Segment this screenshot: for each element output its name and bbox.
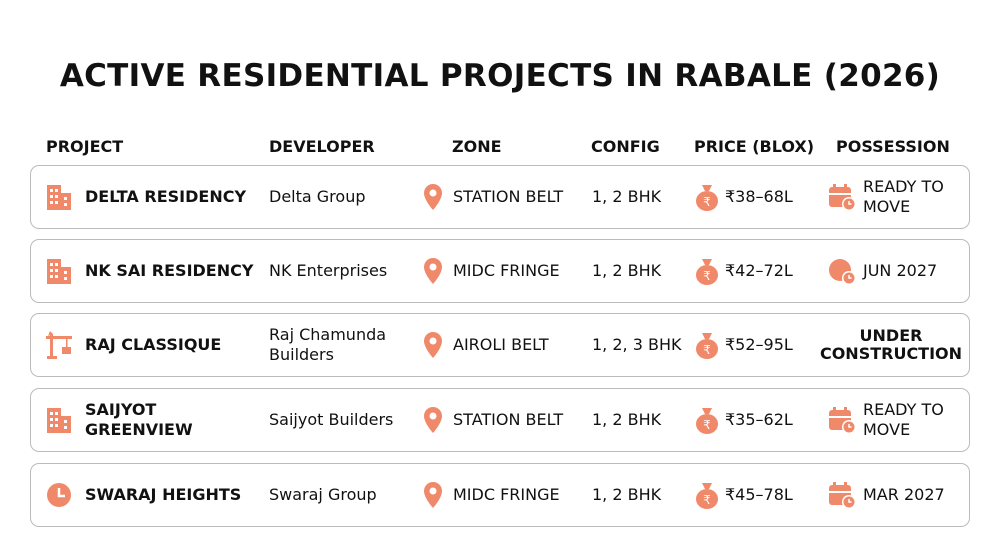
icon xyxy=(44,405,74,439)
zone: STATION BELT xyxy=(453,389,588,451)
developer: Swaraj Group xyxy=(269,464,429,526)
possession: READY TO MOVE xyxy=(863,166,983,228)
cell-text: STATION BELT xyxy=(453,187,564,206)
icon xyxy=(827,182,857,216)
cell-text: NK Enterprises xyxy=(269,261,388,280)
cell-text: READY TO MOVE xyxy=(863,400,944,439)
cell-text: ₹35–62L xyxy=(725,410,793,429)
icon: ₹ xyxy=(693,256,721,290)
price: ₹42–72L xyxy=(725,240,835,302)
icon xyxy=(44,330,74,364)
cell-text: ₹38–68L xyxy=(725,187,793,206)
config: 1, 2 BHK xyxy=(592,166,692,228)
project-name: RAJ CLASSIQUE xyxy=(85,314,265,376)
project-row: ₹ DELTA RESIDENCY Delta Group STATION BELT 1… xyxy=(30,165,970,229)
project-name: NK SAI RESIDENCY xyxy=(85,240,265,302)
developer: Delta Group xyxy=(269,166,429,228)
developer: Saijyot Builders xyxy=(269,389,429,451)
icon xyxy=(422,480,444,514)
cell-text: NK SAI RESIDENCY xyxy=(85,261,254,280)
zone: MIDC FRINGE xyxy=(453,464,588,526)
icon xyxy=(422,182,444,216)
price: ₹38–68L xyxy=(725,166,835,228)
config: 1, 2 BHK xyxy=(592,240,692,302)
zone: STATION BELT xyxy=(453,166,588,228)
icon xyxy=(422,405,444,439)
icon: ₹ xyxy=(693,405,721,439)
cell-text: 1, 2 BHK xyxy=(592,410,662,429)
cell-text: STATION BELT xyxy=(453,410,564,429)
cell-text: ₹45–78L xyxy=(725,485,793,504)
cell-text: UNDER CONSTRUCTION xyxy=(819,326,963,363)
cell-text: AIROLI BELT xyxy=(453,335,549,354)
cell-text: MIDC FRINGE xyxy=(453,261,560,280)
developer: Raj Chamunda Builders xyxy=(269,314,429,376)
icon xyxy=(422,330,444,364)
project-row: ₹ SWARAJ HEIGHTS Swaraj Group MIDC FRINGE 1,… xyxy=(30,463,970,527)
column-header: POSSESSION xyxy=(836,137,950,156)
title: ACTIVE RESIDENTIAL PROJECTS IN RABALE (2… xyxy=(59,58,941,94)
cell-text: DELTA RESIDENCY xyxy=(85,187,247,206)
icon: ₹ xyxy=(693,182,721,216)
icon xyxy=(44,256,74,290)
zone: AIROLI BELT xyxy=(453,314,588,376)
icon xyxy=(422,256,444,290)
cell-text: RAJ CLASSIQUE xyxy=(85,335,222,354)
cell-text: MAR 2027 xyxy=(863,485,945,504)
config: 1, 2 BHK xyxy=(592,464,692,526)
svg-text:₹: ₹ xyxy=(703,493,711,507)
cell-text: ₹52–95L xyxy=(725,335,793,354)
cell-text: SAIJYOT GREENVIEW xyxy=(85,400,193,439)
icon: ₹ xyxy=(693,330,721,364)
possession: JUN 2027 xyxy=(863,240,983,302)
cell-text: 1, 2 BHK xyxy=(592,485,662,504)
cell-text: READY TO MOVE xyxy=(863,177,944,216)
cell-text: Raj Chamunda Builders xyxy=(269,325,387,364)
project-row: ₹ NK SAI RESIDENCY NK Enterprises MIDC FRIN… xyxy=(30,239,970,303)
svg-text:₹: ₹ xyxy=(703,269,711,283)
price: ₹52–95L xyxy=(725,314,835,376)
price: ₹45–78L xyxy=(725,464,835,526)
column-header: CONFIG xyxy=(591,137,660,156)
price: ₹35–62L xyxy=(725,389,835,451)
developer: NK Enterprises xyxy=(269,240,429,302)
possession: MAR 2027 xyxy=(863,464,983,526)
cell-text: MIDC FRINGE xyxy=(453,485,560,504)
cell-text: Saijyot Builders xyxy=(269,410,394,429)
project-name: SAIJYOT GREENVIEW xyxy=(85,389,265,451)
column-header: DEVELOPER xyxy=(269,137,375,156)
cell-text: Delta Group xyxy=(269,187,366,206)
config: 1, 2 BHK xyxy=(592,389,692,451)
icon xyxy=(827,480,857,514)
cell-text: Swaraj Group xyxy=(269,485,377,504)
cell-text: 1, 2 BHK xyxy=(592,261,662,280)
icon: ₹ xyxy=(693,480,721,514)
svg-text:₹: ₹ xyxy=(703,418,711,432)
icon xyxy=(44,480,74,514)
cell-text: ₹42–72L xyxy=(725,261,793,280)
project-name: DELTA RESIDENCY xyxy=(85,166,265,228)
svg-text:₹: ₹ xyxy=(703,343,711,357)
zone: MIDC FRINGE xyxy=(453,240,588,302)
icon xyxy=(827,256,857,290)
cell-text: SWARAJ HEIGHTS xyxy=(85,485,242,504)
possession: UNDER CONSTRUCTION xyxy=(819,314,963,376)
icon xyxy=(827,405,857,439)
column-header: PRICE (BLOX) xyxy=(694,137,815,156)
cell-text: 1, 2 BHK xyxy=(592,187,662,206)
config: 1, 2, 3 BHK xyxy=(592,314,692,376)
possession: READY TO MOVE xyxy=(863,389,983,451)
project-name: SWARAJ HEIGHTS xyxy=(85,464,265,526)
project-row: ₹ RAJ CLASSIQUE Raj Chamunda Builders AIROL… xyxy=(30,313,970,377)
cell-text: 1, 2, 3 BHK xyxy=(592,335,682,354)
svg-text:₹: ₹ xyxy=(703,195,711,209)
cell-text: JUN 2027 xyxy=(863,261,938,280)
project-row: ₹ SAIJYOT GREENVIEW Saijyot Builders STATIO… xyxy=(30,388,970,452)
column-header: ZONE xyxy=(452,137,502,156)
column-header: PROJECT xyxy=(46,137,124,156)
icon xyxy=(44,182,74,216)
